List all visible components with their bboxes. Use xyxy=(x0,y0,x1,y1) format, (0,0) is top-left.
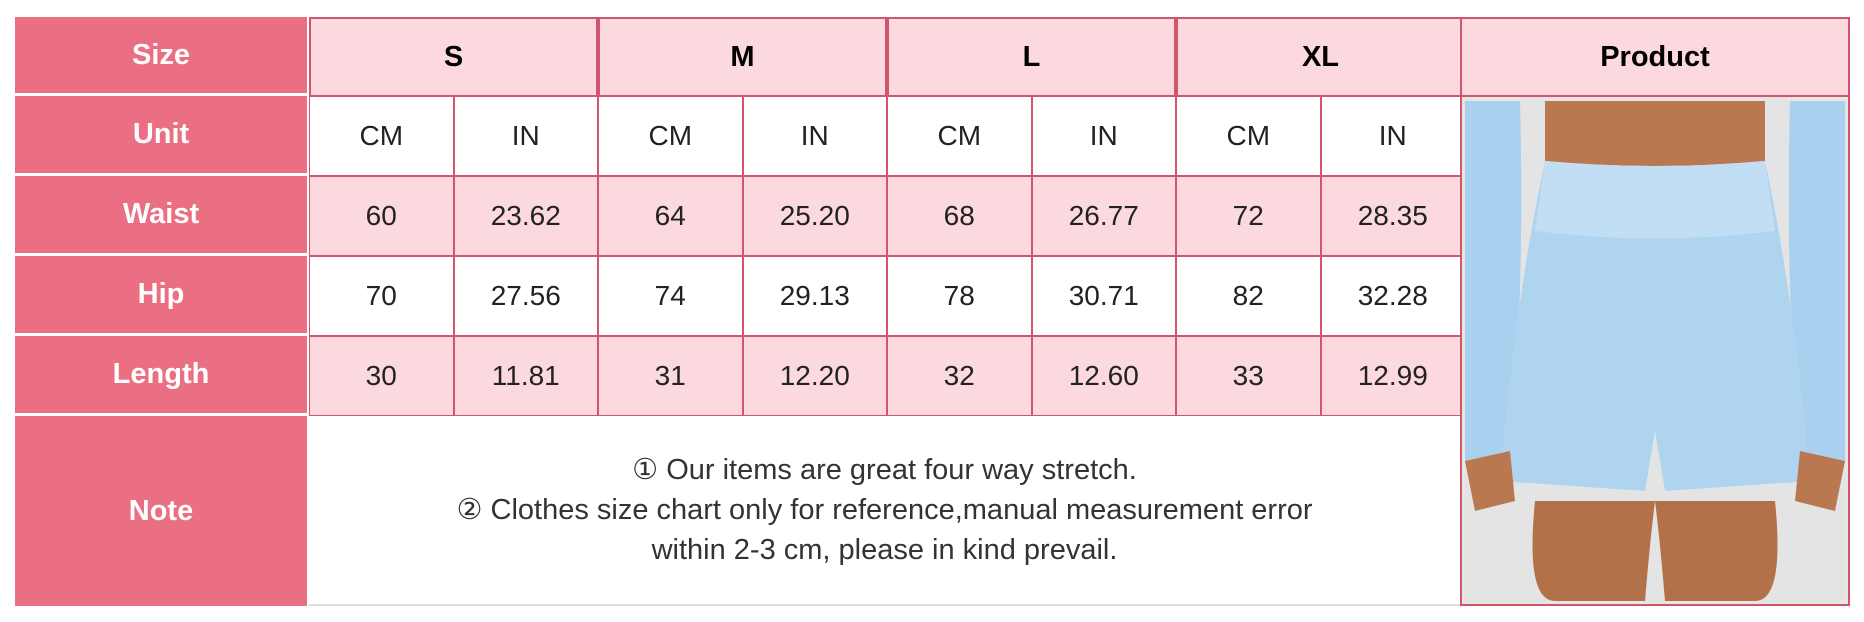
size-header-XL: XL xyxy=(1176,17,1465,97)
length-cell: 12.60 xyxy=(1031,336,1176,416)
note-3: within 2-3 cm, please in kind prevail. xyxy=(651,534,1118,566)
size-header-M: M xyxy=(598,17,887,97)
product-image xyxy=(1460,95,1850,606)
unit-cell: CM xyxy=(1176,96,1321,176)
notes: ① Our items are great four way stretch. … xyxy=(309,416,1460,606)
hip-cell: 29.13 xyxy=(742,256,887,336)
length-cell: 33 xyxy=(1176,336,1321,416)
note-1: ① Our items are great four way stretch. xyxy=(632,454,1137,486)
length-cell: 31 xyxy=(598,336,743,416)
label-size: Size xyxy=(15,17,307,96)
hip-cell: 32.28 xyxy=(1320,256,1465,336)
label-waist: Waist xyxy=(15,176,307,256)
length-cell: 30 xyxy=(309,336,454,416)
unit-cell: IN xyxy=(1320,96,1465,176)
label-hip: Hip xyxy=(15,256,307,336)
waist-cell: 25.20 xyxy=(742,176,887,256)
length-cell: 12.99 xyxy=(1320,336,1465,416)
waist-cell: 26.77 xyxy=(1031,176,1176,256)
label-length: Length xyxy=(15,336,307,416)
waist-cell: 60 xyxy=(309,176,454,256)
unit-cell: CM xyxy=(309,96,454,176)
length-cell: 32 xyxy=(887,336,1032,416)
hip-cell: 30.71 xyxy=(1031,256,1176,336)
label-note: Note xyxy=(15,416,307,606)
hip-cell: 82 xyxy=(1176,256,1321,336)
unit-cell: CM xyxy=(598,96,743,176)
length-cell: 11.81 xyxy=(453,336,598,416)
label-unit: Unit xyxy=(15,96,307,176)
unit-cell: CM xyxy=(887,96,1032,176)
length-cell: 12.20 xyxy=(742,336,887,416)
hip-cell: 70 xyxy=(309,256,454,336)
size-header-L: L xyxy=(887,17,1176,97)
hip-cell: 74 xyxy=(598,256,743,336)
waist-cell: 72 xyxy=(1176,176,1321,256)
size-header-S: S xyxy=(309,17,598,97)
shorts-photo xyxy=(1465,100,1845,601)
hip-cell: 27.56 xyxy=(453,256,598,336)
hip-cell: 78 xyxy=(887,256,1032,336)
waist-cell: 68 xyxy=(887,176,1032,256)
waist-cell: 64 xyxy=(598,176,743,256)
unit-cell: IN xyxy=(453,96,598,176)
note-2: ② Clothes size chart only for reference,… xyxy=(456,494,1313,526)
waist-cell: 28.35 xyxy=(1320,176,1465,256)
product-header: Product xyxy=(1460,17,1850,97)
unit-cell: IN xyxy=(1031,96,1176,176)
unit-cell: IN xyxy=(742,96,887,176)
waist-cell: 23.62 xyxy=(453,176,598,256)
